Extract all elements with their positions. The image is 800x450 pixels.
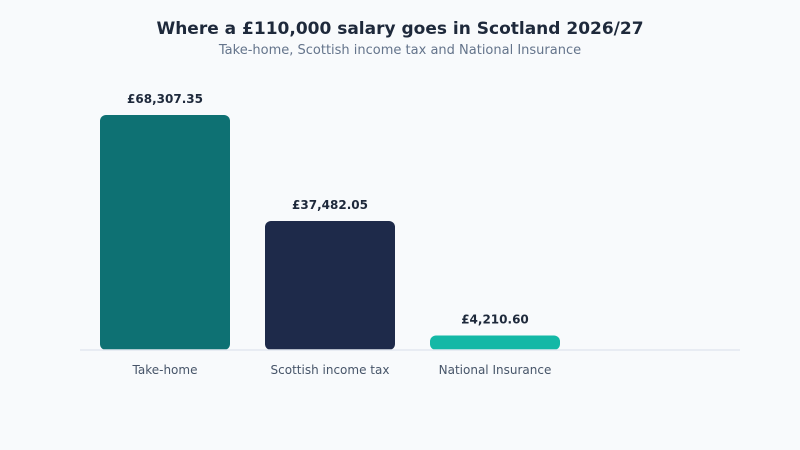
bar-value-label: £37,482.05 [292, 198, 368, 212]
bar-national-insurance [430, 335, 560, 350]
bar-take-home [100, 115, 230, 350]
x-tick-label: Take-home [132, 363, 198, 377]
bar-scottish-income-tax [265, 221, 395, 350]
chart-subtitle: Take-home, Scottish income tax and Natio… [218, 43, 582, 58]
bar-value-label: £4,210.60 [461, 313, 529, 327]
bar-value-label: £68,307.35 [127, 92, 203, 106]
x-tick-label: National Insurance [439, 363, 552, 377]
chart-title: Where a £110,000 salary goes in Scotland… [156, 19, 644, 39]
x-tick-label: Scottish income tax [271, 363, 390, 377]
